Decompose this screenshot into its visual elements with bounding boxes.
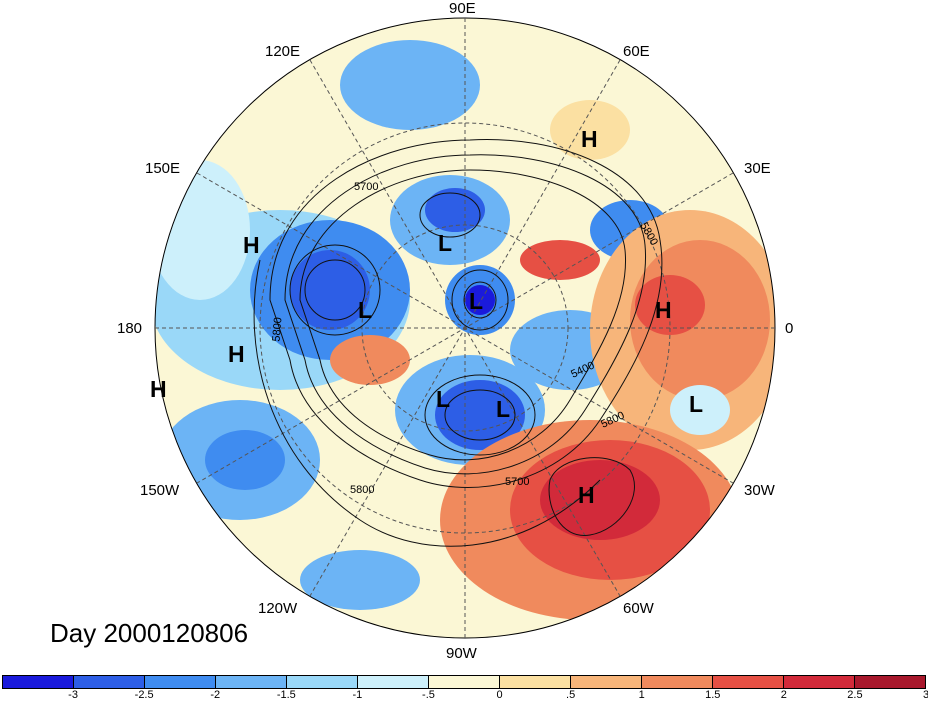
pressure-center-label: L (469, 288, 483, 314)
lon-label-60e: 60E (623, 43, 650, 60)
contour-label: 5800 (350, 484, 374, 496)
pressure-center-label: L (496, 396, 510, 422)
anomaly-field (155, 18, 775, 638)
colorbar (2, 675, 926, 689)
colorbar-tick-label: -3 (68, 689, 78, 701)
colorbar-tick-label: 2.5 (847, 689, 863, 701)
colorbar-swatch (712, 676, 783, 688)
colorbar-swatch (3, 676, 73, 688)
colorbar-tick-label: .5 (566, 689, 576, 701)
pressure-center-label: L (436, 386, 450, 412)
colorbar-tick-label: -1.5 (276, 689, 296, 701)
pressure-center-label: H (581, 126, 598, 152)
pressure-center-label: H (578, 482, 595, 508)
lon-label-150w: 150W (140, 482, 180, 499)
colorbar-tick-label: 1 (638, 689, 645, 701)
colorbar-swatch (570, 676, 641, 688)
pressure-center-label: H (243, 232, 260, 258)
lon-label-120e: 120E (265, 43, 301, 60)
colorbar-ticks: -3 -2.5 -2 -1.5 -1 -.5 0 .5 1 1.5 2 2.5 3 (2, 689, 928, 702)
colorbar-swatch (783, 676, 854, 688)
lon-label-90w: 90W (446, 645, 477, 662)
colorbar-tick-label: -.5 (422, 689, 435, 701)
lon-label-180: 180 (117, 320, 143, 337)
height-contours (253, 139, 663, 547)
colorbar-swatch (215, 676, 286, 688)
colorbar-swatch (144, 676, 215, 688)
lon-label-30w: 30W (744, 482, 775, 499)
colorbar-tick-label: -1 (352, 689, 363, 701)
colorbar-tick-label: 0 (496, 689, 503, 701)
contour-label: 5700 (505, 476, 529, 488)
colorbar-tick-label: 3 (922, 689, 928, 701)
contour-label: 5800 (270, 317, 284, 342)
colorbar-swatch (286, 676, 357, 688)
pressure-center-label: L (438, 230, 452, 256)
colorbar-swatch (428, 676, 499, 688)
map-title: Day 2000120806 (50, 618, 249, 648)
pressure-center-label: L (358, 297, 372, 323)
pressure-center-label: L (689, 391, 703, 417)
colorbar-swatch (499, 676, 570, 688)
colorbar-tick-label: 1.5 (705, 689, 721, 701)
lon-label-90e: 90E (449, 0, 476, 17)
colorbar-tick-label: 2 (780, 689, 787, 701)
colorbar-swatch (854, 676, 925, 688)
lon-label-150e: 150E (145, 160, 181, 177)
contour-label: 5700 (354, 181, 378, 193)
graticule (154, 17, 776, 639)
colorbar-tick-label: -2 (210, 689, 221, 701)
pressure-center-label: H (150, 376, 167, 402)
lon-label-0: 0 (785, 320, 794, 337)
pressure-centers: H H L L L H H H L L L H (150, 126, 703, 508)
colorbar-swatch (357, 676, 428, 688)
lon-label-120w: 120W (258, 600, 298, 617)
pressure-center-label: H (228, 341, 245, 367)
colorbar-tick-label: -2.5 (134, 689, 154, 701)
colorbar-swatch (641, 676, 712, 688)
lon-label-60w: 60W (623, 600, 654, 617)
pressure-center-label: H (655, 297, 672, 323)
colorbar-swatch (73, 676, 144, 688)
lon-label-30e: 30E (744, 160, 771, 177)
